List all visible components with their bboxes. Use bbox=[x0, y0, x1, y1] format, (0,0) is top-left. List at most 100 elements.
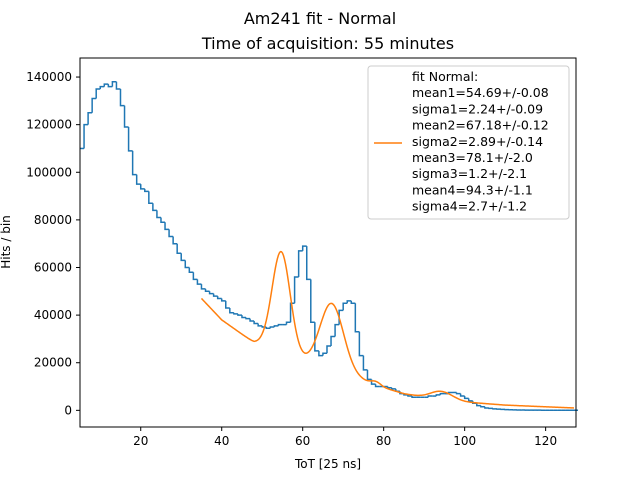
x-tick-label: 40 bbox=[214, 434, 229, 448]
x-tick-label: 20 bbox=[133, 434, 148, 448]
histogram-bin bbox=[358, 331, 364, 357]
histogram-bin bbox=[350, 300, 356, 304]
histogram-bin bbox=[273, 325, 279, 328]
histogram-bin bbox=[435, 394, 441, 397]
histogram-bin bbox=[484, 406, 489, 409]
histogram-bin bbox=[374, 384, 380, 388]
histogram-bin bbox=[131, 150, 137, 176]
histogram-bin bbox=[476, 403, 481, 407]
axis-ticks: 20 40 60 80 100 120 0 20000 40000 60000 80000 10000… bbox=[26, 70, 557, 448]
chart-subtitle: Time of acquisition: 55 minutes bbox=[201, 34, 454, 53]
histogram-bin bbox=[411, 396, 417, 398]
fit-curve bbox=[200, 250, 575, 409]
histogram-bin bbox=[322, 352, 327, 356]
histogram-bin bbox=[148, 191, 153, 204]
histogram-bin bbox=[293, 276, 299, 304]
histogram-bin bbox=[289, 302, 295, 323]
histogram-bin bbox=[310, 279, 315, 324]
x-tick-label: 120 bbox=[534, 434, 557, 448]
x-tick-label: 60 bbox=[295, 434, 310, 448]
legend-text: fit Normal:mean1=54.69+/-0.08sigma1=2.24… bbox=[412, 69, 549, 214]
legend-entry: sigma3=1.2+/-2.1 bbox=[412, 166, 527, 181]
histogram-bin bbox=[301, 245, 307, 251]
histogram-bin bbox=[119, 88, 125, 107]
histogram-bin bbox=[111, 81, 117, 87]
histogram-bin bbox=[83, 123, 89, 149]
histogram-bin bbox=[318, 350, 323, 357]
x-tick-label: 80 bbox=[376, 434, 391, 448]
histogram-bin bbox=[386, 386, 392, 389]
histogram-bin bbox=[204, 288, 210, 293]
histogram-bin bbox=[346, 300, 352, 304]
x-tick-label: 100 bbox=[453, 434, 476, 448]
legend: fit Normal:mean1=54.69+/-0.08sigma1=2.24… bbox=[367, 65, 570, 220]
histogram-bin bbox=[257, 323, 263, 327]
histogram-bin bbox=[212, 293, 218, 297]
histogram-bin bbox=[164, 222, 170, 231]
histogram-bin bbox=[439, 392, 445, 395]
histogram-bin bbox=[196, 279, 202, 285]
histogram-bin bbox=[180, 253, 186, 262]
histogram-bin bbox=[184, 260, 190, 269]
histogram-bin bbox=[160, 217, 166, 224]
histogram-bin bbox=[366, 369, 372, 381]
histogram-bin bbox=[115, 81, 121, 90]
plot-area bbox=[80, 81, 579, 412]
histogram-bin bbox=[467, 398, 473, 402]
x-axis-label: ToT [25 ns] bbox=[294, 457, 361, 471]
histogram-bin bbox=[354, 303, 360, 333]
y-tick-label: 20000 bbox=[34, 356, 72, 370]
histogram-bin bbox=[362, 355, 368, 371]
histogram-bin bbox=[135, 174, 141, 185]
axes-frame bbox=[79, 57, 577, 428]
histogram-bin bbox=[107, 84, 113, 88]
histogram-bin bbox=[334, 323, 340, 337]
histogram-bin bbox=[176, 243, 182, 254]
histogram-bin bbox=[233, 312, 238, 315]
histogram-bin bbox=[305, 246, 311, 281]
histogram-bin bbox=[330, 335, 336, 347]
histogram-bin bbox=[342, 302, 348, 311]
y-tick-label: 80000 bbox=[34, 213, 72, 227]
histogram-bin bbox=[87, 112, 93, 125]
histogram-bin bbox=[220, 298, 226, 302]
histogram-bin bbox=[229, 307, 234, 314]
histogram-bin bbox=[277, 323, 283, 326]
histogram-bin bbox=[245, 317, 251, 320]
legend-entry: mean3=78.1+/-2.0 bbox=[412, 150, 533, 165]
histogram-bin bbox=[265, 327, 271, 329]
y-tick-label: 40000 bbox=[34, 308, 72, 322]
histogram-bin bbox=[326, 345, 332, 354]
histogram-bin bbox=[427, 395, 433, 398]
histogram-bin bbox=[123, 105, 129, 128]
chart-title: Am241 fit - Normal bbox=[244, 9, 396, 28]
histogram-bin bbox=[480, 405, 485, 408]
histogram-bin bbox=[285, 321, 291, 325]
histogram-bin bbox=[156, 210, 161, 219]
legend-entry: sigma1=2.24+/-0.09 bbox=[412, 101, 543, 116]
histogram-bin bbox=[253, 321, 259, 325]
histogram-bin bbox=[463, 396, 469, 400]
histogram-bin bbox=[144, 188, 149, 193]
histogram-bin bbox=[314, 322, 319, 352]
histogram-bin bbox=[103, 83, 109, 87]
histogram-bin bbox=[200, 284, 206, 290]
y-tick-label: 120000 bbox=[26, 118, 72, 132]
histogram-bin bbox=[172, 236, 178, 245]
histogram-bin bbox=[192, 272, 198, 281]
legend-box bbox=[367, 65, 570, 220]
histogram-bin bbox=[139, 184, 145, 190]
histogram-bin bbox=[407, 394, 413, 397]
y-tick-label: 140000 bbox=[26, 70, 72, 84]
legend-entry: sigma4=2.7+/-1.2 bbox=[412, 199, 527, 214]
histogram-bin bbox=[225, 300, 230, 309]
legend-entry: sigma2=2.89+/-0.14 bbox=[412, 134, 543, 149]
histogram-bin bbox=[237, 313, 242, 316]
legend-entry: mean1=54.69+/-0.08 bbox=[412, 85, 549, 100]
histogram-bin bbox=[91, 97, 97, 113]
histogram-bin bbox=[249, 318, 255, 322]
legend-entry: mean2=67.18+/-0.12 bbox=[412, 118, 549, 133]
histogram-bin bbox=[297, 250, 303, 278]
histogram-bin bbox=[216, 296, 222, 300]
